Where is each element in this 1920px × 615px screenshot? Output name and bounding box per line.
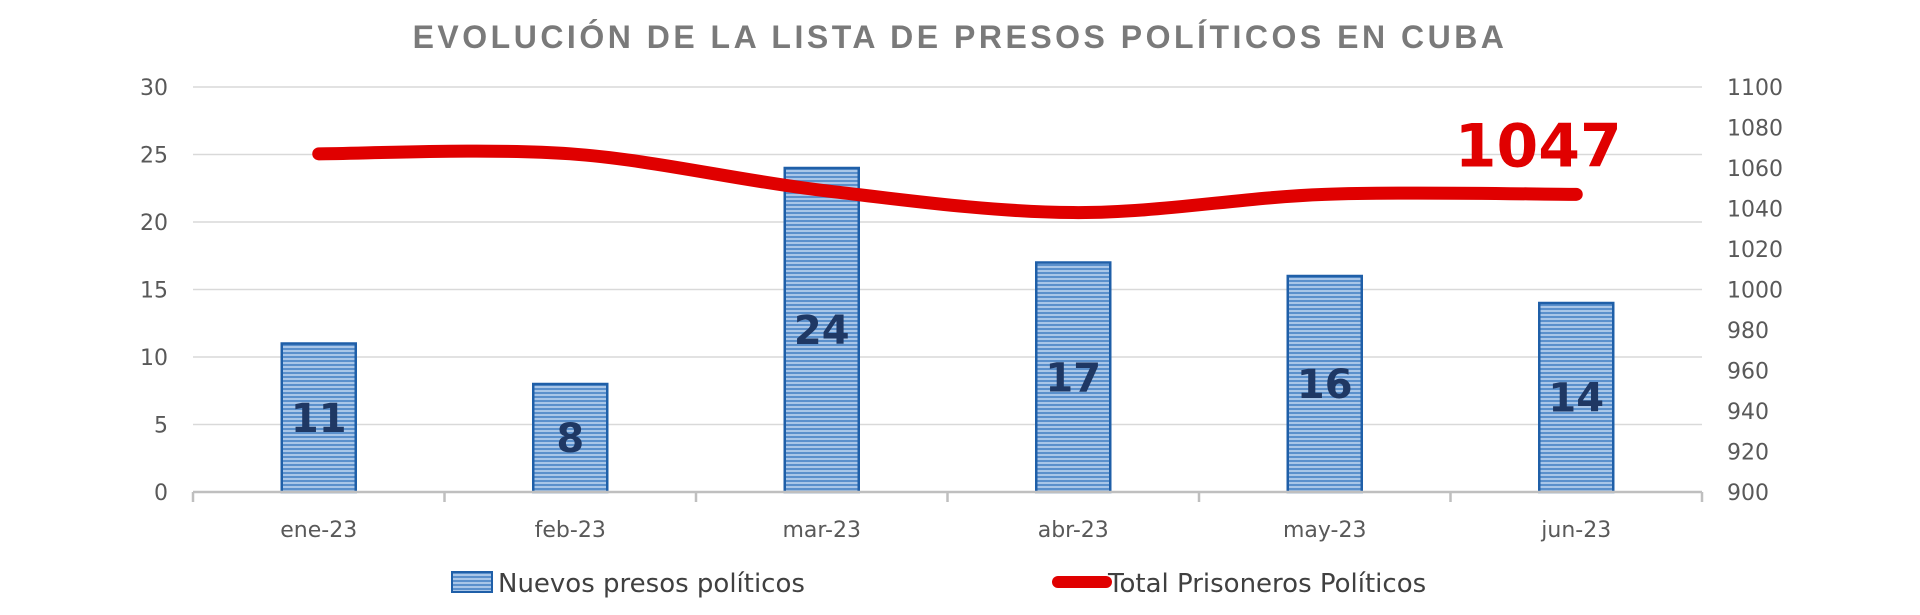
bar-may-23 bbox=[1286, 274, 1363, 494]
left-axis-tick-label: 30 bbox=[140, 76, 168, 101]
legend-label-line: Total Prisoneros Políticos bbox=[1107, 569, 1426, 599]
bar-feb-23 bbox=[532, 382, 609, 494]
bar-data-label: 24 bbox=[794, 308, 850, 354]
x-axis-category-label: jun-23 bbox=[1540, 518, 1611, 543]
right-axis-tick-label: 980 bbox=[1727, 319, 1769, 344]
bar-data-label: 16 bbox=[1297, 362, 1353, 408]
x-axis-category-label: mar-23 bbox=[783, 518, 861, 543]
left-axis-tick-label: 0 bbox=[154, 481, 168, 506]
legend-swatch-bars bbox=[451, 571, 493, 593]
legend-label-bars: Nuevos presos políticos bbox=[498, 569, 805, 599]
right-axis-tick-label: 1020 bbox=[1727, 238, 1783, 263]
left-axis-tick-label: 5 bbox=[154, 414, 168, 439]
left-axis-tick-label: 25 bbox=[140, 144, 168, 169]
bar-data-label: 8 bbox=[556, 416, 584, 462]
bar-series bbox=[280, 166, 1615, 494]
right-axis-tick-label: 960 bbox=[1727, 360, 1769, 385]
bar-mar-23 bbox=[783, 166, 860, 494]
left-axis-tick-label: 10 bbox=[140, 346, 168, 371]
x-axis-category-label: may-23 bbox=[1283, 518, 1366, 543]
left-axis: 0 5 10 15 20 25 30 bbox=[140, 76, 168, 506]
line-annotation-label: 1047 bbox=[1455, 111, 1622, 181]
bar-data-label: 17 bbox=[1045, 355, 1101, 401]
bar-jun-23 bbox=[1538, 301, 1615, 494]
line-series-group bbox=[312, 144, 1583, 220]
bar-data-label: 11 bbox=[291, 396, 347, 442]
right-axis-tick-label: 920 bbox=[1727, 441, 1769, 466]
right-axis-tick-label: 1060 bbox=[1727, 157, 1783, 182]
right-axis-tick-label: 1080 bbox=[1727, 117, 1783, 142]
chart-title: EVOLUCIÓN DE LA LISTA DE PRESOS POLÍTICO… bbox=[413, 19, 1508, 55]
left-axis-tick-label: 15 bbox=[140, 279, 168, 304]
total-prisoners-line bbox=[312, 144, 1583, 220]
right-axis-tick-label: 1100 bbox=[1727, 76, 1783, 101]
x-axis: ene-23 feb-23 mar-23 abr-23 may-23 jun-23 bbox=[191, 490, 1704, 543]
x-axis-category-label: feb-23 bbox=[535, 518, 606, 543]
x-axis-category-label: ene-23 bbox=[280, 518, 357, 543]
x-axis-category-label: abr-23 bbox=[1038, 518, 1109, 543]
right-axis: 900 920 940 960 980 1000 1020 1040 1060 1080 1100 bbox=[1727, 76, 1783, 506]
left-axis-tick-label: 20 bbox=[140, 211, 168, 236]
right-axis-tick-label: 900 bbox=[1727, 481, 1769, 506]
right-axis-tick-label: 1040 bbox=[1727, 198, 1783, 223]
right-axis-tick-label: 1000 bbox=[1727, 279, 1783, 304]
bar-data-label: 14 bbox=[1548, 376, 1604, 422]
bar-data-labels: 11 8 24 17 16 14 bbox=[291, 308, 1604, 462]
bar-abr-23 bbox=[1035, 261, 1112, 494]
right-axis-tick-label: 940 bbox=[1727, 400, 1769, 425]
legend: Nuevos presos políticos Total Prisoneros… bbox=[451, 569, 1426, 599]
